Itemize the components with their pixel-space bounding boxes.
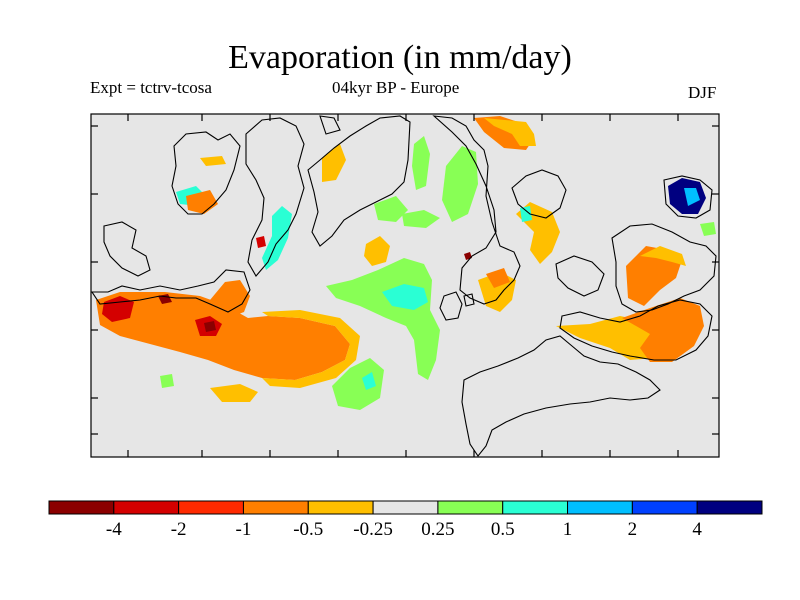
colorbar-swatch bbox=[372, 500, 439, 515]
anomaly-atlantic-darkred-2 bbox=[204, 321, 216, 332]
anomaly-green-north-4 bbox=[402, 210, 440, 228]
anomaly-fields bbox=[96, 116, 716, 410]
anomaly-yellow-east bbox=[640, 246, 686, 266]
colorbar-tick-label: -2 bbox=[170, 519, 187, 540]
anomaly-cyan-scandinavia bbox=[520, 206, 532, 222]
season-label: DJF bbox=[688, 83, 717, 102]
anomaly-red-coast bbox=[256, 236, 266, 248]
anomaly-yellow-blob bbox=[364, 236, 390, 266]
anomaly-cyan-south bbox=[362, 372, 376, 390]
anomaly-yellow-north-1 bbox=[484, 118, 536, 146]
anomaly-green-south bbox=[332, 358, 384, 410]
colorbar-tick-label: -0.5 bbox=[293, 519, 324, 540]
colorbar-tick-label: -1 bbox=[235, 519, 252, 540]
colorbar-swatch bbox=[631, 500, 698, 515]
colorbar-tick-label: -4 bbox=[105, 519, 122, 540]
colorbar-tick-label: 0.25 bbox=[421, 519, 455, 540]
colorbar-tick-label: 2 bbox=[627, 519, 638, 540]
anomaly-yellow-north-3 bbox=[200, 156, 226, 166]
anomaly-cyan-central bbox=[382, 284, 428, 310]
colorbar-swatch bbox=[567, 500, 633, 515]
experiment-label: Expt = tctrv-tcosa bbox=[90, 78, 212, 97]
period-region-label: 04kyr BP - Europe bbox=[332, 78, 460, 97]
anomaly-green-north-1 bbox=[412, 136, 430, 190]
colorbar-swatch bbox=[48, 500, 115, 515]
anomaly-atlantic-yellow bbox=[262, 310, 360, 388]
anomaly-atlantic-yellow-2 bbox=[210, 384, 258, 402]
anomaly-cyan-coast bbox=[262, 206, 292, 270]
coastlines bbox=[90, 115, 717, 457]
anomaly-orange-iberia bbox=[486, 268, 510, 288]
anomaly-green-north-3 bbox=[374, 196, 408, 222]
colorbar bbox=[48, 500, 763, 515]
colorbar-swatch bbox=[178, 500, 244, 515]
colorbar-swatch bbox=[502, 500, 569, 515]
colorbar-swatch bbox=[307, 500, 374, 515]
colorbar-tick-label: 0.5 bbox=[490, 519, 515, 540]
anomaly-lightblue-northeast bbox=[684, 188, 700, 206]
colorbar-swatch bbox=[696, 500, 763, 515]
map-frame bbox=[90, 113, 720, 458]
anomaly-atlantic-orange bbox=[96, 292, 350, 380]
colorbar-swatch bbox=[242, 500, 309, 515]
colorbar-tick-label: 1 bbox=[562, 519, 573, 540]
colorbar-tick-label: 4 bbox=[692, 519, 702, 540]
colorbar-tick-label: -0.25 bbox=[353, 519, 393, 540]
anomaly-green-northeast bbox=[700, 222, 716, 236]
colorbar-swatch bbox=[437, 500, 504, 515]
colorbar-swatch bbox=[113, 500, 180, 515]
map-title: Evaporation (in mm/day) bbox=[228, 39, 572, 76]
anomaly-green-north-2 bbox=[442, 146, 478, 222]
anomaly-green-small bbox=[160, 374, 174, 388]
